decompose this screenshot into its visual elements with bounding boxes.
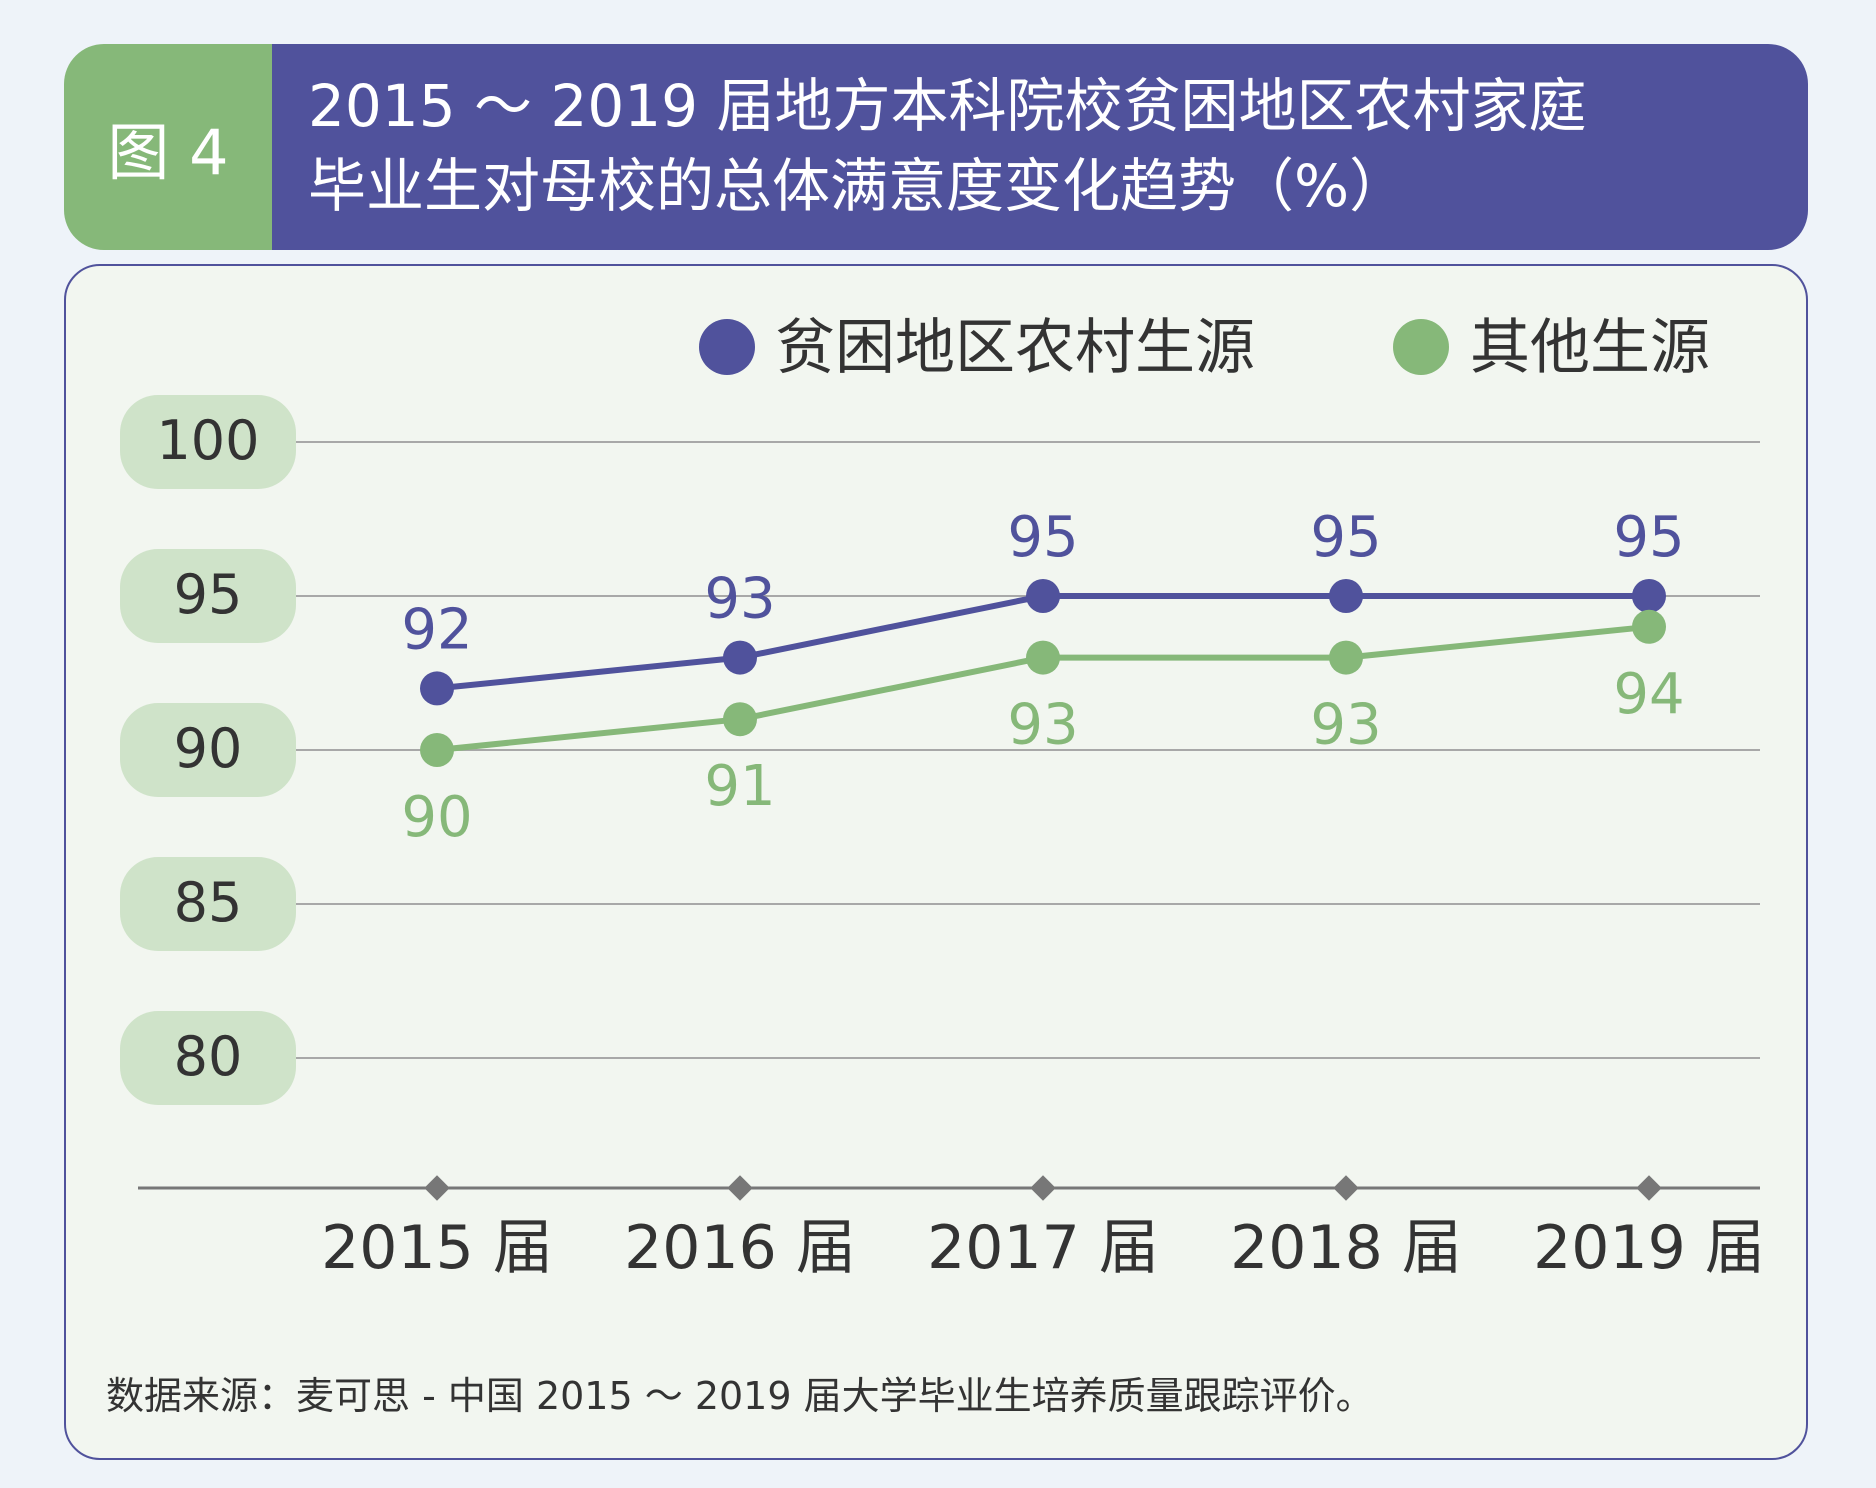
data-label: 93 <box>704 567 775 632</box>
data-label: 93 <box>1007 693 1078 758</box>
x-tick-label: 2015 届 <box>321 1213 553 1283</box>
data-point <box>1329 640 1363 675</box>
y-tick-pill <box>120 549 296 643</box>
data-label: 90 <box>401 785 472 850</box>
data-label: 92 <box>401 597 472 662</box>
legend-marker <box>699 319 755 375</box>
x-tick-label: 2018 届 <box>1230 1213 1462 1283</box>
legend-label: 其他生源 <box>1470 313 1710 383</box>
y-tick-label: 85 <box>174 871 243 934</box>
x-tick-marker <box>424 1175 450 1201</box>
y-tick-pill <box>120 1011 296 1105</box>
figure-header: 图 4 2015 ～ 2019 届地方本科院校贫困地区农村家庭 毕业生对母校的总… <box>64 44 1808 250</box>
chart-title: 2015 ～ 2019 届地方本科院校贫困地区农村家庭 毕业生对母校的总体满意度… <box>272 44 1808 250</box>
data-point <box>723 702 757 737</box>
chart-panel <box>64 264 1808 1460</box>
y-tick-label: 100 <box>156 409 259 472</box>
x-tick-label: 2019 届 <box>1533 1213 1765 1283</box>
x-tick-marker <box>1030 1175 1056 1201</box>
data-point <box>420 671 454 706</box>
x-tick-marker <box>1636 1175 1662 1201</box>
x-tick-marker <box>1333 1175 1359 1201</box>
data-point <box>420 733 454 767</box>
data-point <box>1632 609 1666 644</box>
data-label: 95 <box>1007 505 1078 570</box>
y-tick-pill <box>120 703 296 797</box>
y-tick-pill <box>120 395 296 489</box>
legend-marker <box>1393 319 1449 375</box>
data-source-note: 数据来源：麦可思 - 中国 2015 ～ 2019 届大学毕业生培养质量跟踪评价… <box>106 1374 1374 1418</box>
data-label: 95 <box>1613 505 1684 570</box>
x-tick-marker <box>727 1175 753 1201</box>
data-point <box>723 640 757 675</box>
data-label: 94 <box>1613 662 1684 727</box>
figure-label: 图 4 <box>64 44 272 250</box>
data-point <box>1632 579 1666 613</box>
y-tick-label: 95 <box>174 563 243 626</box>
y-tick-label: 80 <box>174 1025 243 1088</box>
y-tick-label: 90 <box>174 717 243 780</box>
y-tick-pill <box>120 857 296 951</box>
data-label: 93 <box>1310 693 1381 758</box>
data-point <box>1329 579 1363 613</box>
x-tick-label: 2017 届 <box>927 1213 1159 1283</box>
data-label: 91 <box>704 754 775 819</box>
data-point <box>1026 640 1060 675</box>
x-tick-label: 2016 届 <box>624 1213 856 1283</box>
data-point <box>1026 579 1060 613</box>
legend-label: 贫困地区农村生源 <box>775 313 1255 383</box>
data-label: 95 <box>1310 505 1381 570</box>
